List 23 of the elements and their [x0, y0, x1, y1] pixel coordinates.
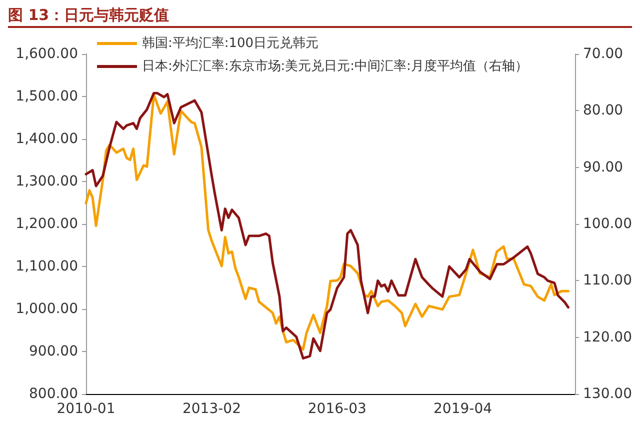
- legend-label: 韩国:平均汇率:100日元兑韩元: [142, 35, 319, 51]
- y-tick-label: 1,200.00: [16, 216, 78, 232]
- y-tick-label: 800.00: [29, 386, 78, 402]
- y2-tick-label: 120.00: [583, 329, 632, 346]
- y-tick-label: 900.00: [29, 344, 78, 360]
- y2-tick-label: 110.00: [583, 272, 632, 289]
- y-tick-label: 1,400.00: [16, 131, 78, 147]
- x-tick-label: 2013-02: [182, 401, 241, 417]
- x-tick-label: 2010-01: [56, 401, 116, 417]
- y2-tick-label: 100.00: [583, 216, 632, 232]
- y-tick-label: 1,300.00: [16, 174, 78, 190]
- x-tick-label: 2019-04: [434, 401, 492, 417]
- y2-tick-label: 90.00: [583, 159, 624, 176]
- y-tick-label: 1,100.00: [16, 258, 78, 274]
- y-tick-label: 1,500.00: [16, 88, 78, 104]
- chart-title: 图 13：日元与韩元贬值: [8, 4, 632, 28]
- y-tick-label: 1,600.00: [16, 46, 78, 62]
- legend-label: 日本:外汇汇率:东京市场:美元兑日元:中间汇率:月度平均值（右轴）: [142, 58, 528, 74]
- x-tick-label: 2016-03: [308, 401, 366, 417]
- y2-tick-label: 70.00: [583, 46, 624, 62]
- y-tick-label: 1,000.00: [16, 301, 78, 317]
- y2-tick-label: 80.00: [583, 102, 624, 119]
- y2-tick-label: 130.00: [583, 386, 632, 402]
